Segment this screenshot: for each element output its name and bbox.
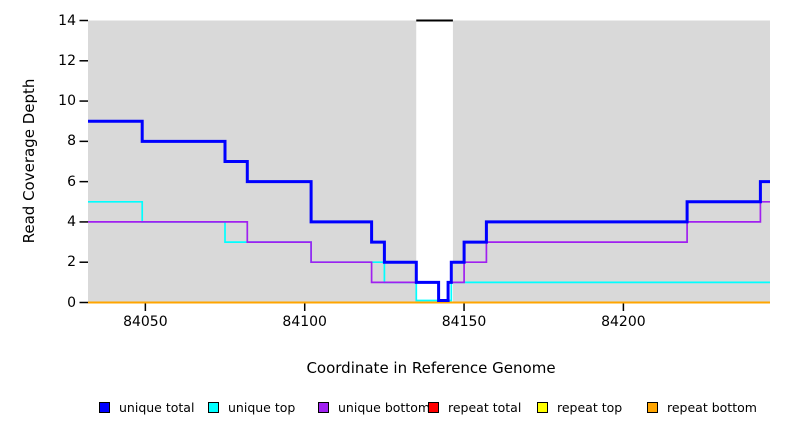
legend-label: repeat top [557,399,623,415]
legend-label: unique total [119,399,195,415]
legend-item-repeat-top: repeat top [537,399,622,415]
x-tick-label: 84100 [282,314,327,330]
legend-item-unique-bottom: unique bottom [318,399,430,415]
x-axis-title: Coordinate in Reference Genome [306,359,556,377]
legend-item-unique-total: unique total [99,399,194,415]
y-tick-label: 0 [67,294,76,311]
series-line-unique-total [88,119,770,302]
y-tick-label: 8 [67,133,76,150]
legend-item-unique-top: unique top [208,399,295,415]
y-tick-label: 6 [67,173,76,190]
masked-region-band [416,20,453,303]
x-tick-label: 84150 [441,314,487,330]
legend-label: unique bottom [338,399,431,415]
legend-label: repeat total [448,399,522,415]
y-tick-label: 2 [67,254,76,271]
x-tick-label: 84200 [601,314,646,330]
legend-item-repeat-total: repeat total [428,399,521,415]
legend-label: repeat bottom [667,399,757,415]
y-tick-label: 10 [58,93,76,110]
y-tick-label: 12 [58,52,76,69]
legend-swatch-icon [537,401,548,413]
legend-swatch-icon [318,401,329,413]
y-axis-title: Read Coverage Depth [20,78,38,244]
y-tick-label: 14 [58,12,76,29]
legend-swatch-icon [208,401,219,413]
legend-swatch-icon [99,401,110,413]
x-tick-label: 84050 [123,314,168,330]
legend-swatch-icon [428,401,439,413]
legend-label: unique top [228,399,296,415]
y-tick-label: 4 [67,213,76,230]
legend-swatch-icon [647,401,658,413]
legend-item-repeat-bottom: repeat bottom [647,399,757,415]
